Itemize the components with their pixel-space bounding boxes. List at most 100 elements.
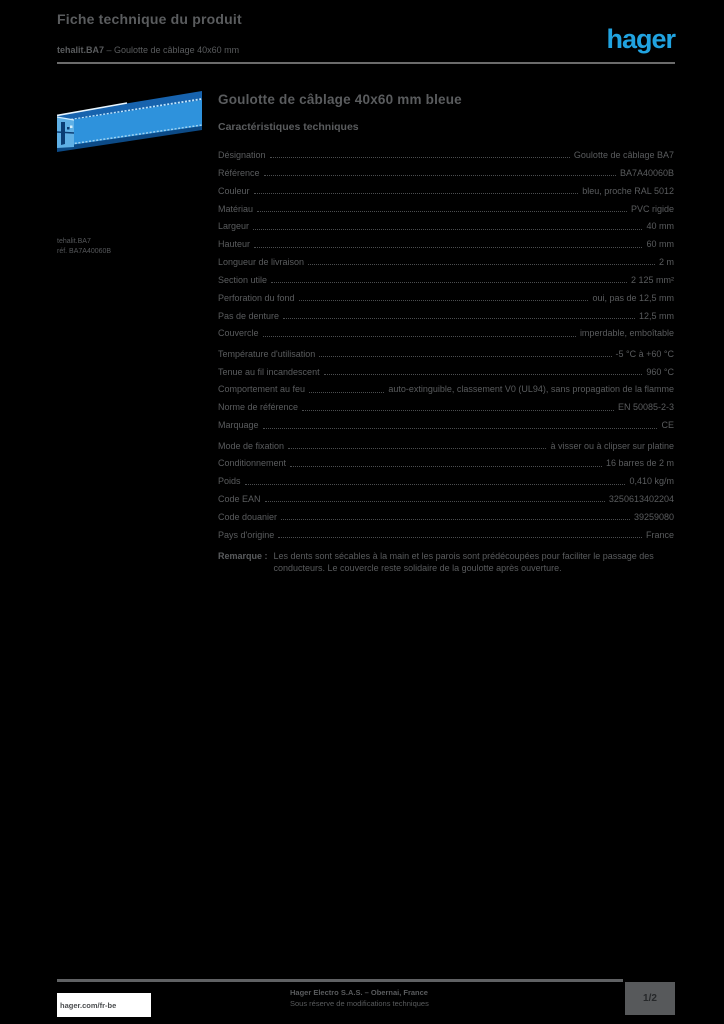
footer-rule <box>57 979 623 982</box>
spec-label: Poids <box>218 476 241 487</box>
spec-row: Matériau PVC rigide <box>218 204 674 214</box>
dotted-leader <box>253 193 579 195</box>
dotted-leader <box>244 483 626 485</box>
spec-value: CE <box>661 420 674 431</box>
spec-label: Matériau <box>218 203 254 214</box>
dotted-leader <box>257 210 627 212</box>
spec-label: Code douanier <box>218 511 278 522</box>
spec-row: Désignation Goulotte de câblage BA7 <box>218 150 674 160</box>
spec-row: Largeur 40 mm <box>218 221 674 231</box>
footer-disclaimer-line: Sous réserve de modifications techniques <box>290 999 429 1008</box>
spec-value: oui, pas de 12,5 mm <box>592 292 674 303</box>
document-subtitle-description: – Goulotte de câblage 40x60 mm <box>104 45 240 55</box>
spec-value: 16 barres de 2 m <box>605 458 674 469</box>
dotted-leader <box>254 246 643 248</box>
spec-row: Pays d'origine France <box>218 530 674 540</box>
spec-row: Référence BA7A40060B <box>218 168 674 178</box>
spec-label: Tenue au fil incandescent <box>218 366 320 377</box>
note-label: Remarque : <box>218 551 268 562</box>
dotted-leader <box>264 501 605 503</box>
dotted-leader <box>269 157 570 159</box>
main-column: Goulotte de câblage 40x60 mm bleue Carac… <box>218 92 674 574</box>
spec-row: Poids 0,410 kg/m <box>218 476 674 486</box>
spec-label: Longueur de livraison <box>218 257 305 268</box>
spec-label: Hauteur <box>218 239 251 250</box>
spec-value: 12,5 mm <box>638 310 674 321</box>
spec-row: Conditionnement 16 barres de 2 m <box>218 458 674 468</box>
section-heading-technical: Caractéristiques techniques <box>218 121 359 133</box>
document-subtitle: tehalit.BA7 – Goulotte de câblage 40x60 … <box>57 45 239 55</box>
spec-label: Section utile <box>218 274 268 285</box>
spec-label: Code EAN <box>218 494 261 505</box>
spec-value: 2 125 mm² <box>630 274 674 285</box>
spec-value: PVC rigide <box>630 203 674 214</box>
header-rule <box>57 62 675 64</box>
spec-value: auto-extinguible, classement V0 (UL94), … <box>388 384 674 395</box>
spec-value: -5 °C à +60 °C <box>615 348 674 359</box>
dotted-leader <box>319 356 612 358</box>
note-block: Remarque : Les dents sont sécables à la … <box>218 550 674 574</box>
spec-value: 2 m <box>658 257 674 268</box>
spec-row: Code douanier 39259080 <box>218 512 674 522</box>
product-caption-line2: réf. BA7A40060B <box>57 248 112 256</box>
spec-row: Perforation du fond oui, pas de 12,5 mm <box>218 293 674 303</box>
dotted-leader <box>262 427 658 429</box>
spec-row: Tenue au fil incandescent 960 °C <box>218 367 674 377</box>
spec-value: BA7A40060B <box>619 167 674 178</box>
spec-value: bleu, proche RAL 5012 <box>582 185 674 196</box>
dotted-leader <box>302 409 614 411</box>
spec-row: Hauteur 60 mm <box>218 239 674 249</box>
dotted-leader <box>281 519 630 521</box>
dotted-leader <box>278 537 642 539</box>
spec-row: Norme de référence EN 50085-2-3 <box>218 402 674 412</box>
spec-group: Désignation Goulotte de câblage BA7 Réfé… <box>218 150 674 339</box>
spec-row: Longueur de livraison 2 m <box>218 257 674 267</box>
spec-group: Température d'utilisation -5 °C à +60 °C… <box>218 349 674 431</box>
dotted-leader <box>308 264 655 266</box>
note-text: Les dents sont sécables à la main et les… <box>273 551 654 574</box>
page-number-badge: 1/2 <box>625 982 675 1015</box>
spec-label: Conditionnement <box>218 458 287 469</box>
spec-value: 0,410 kg/m <box>629 476 674 487</box>
dotted-leader <box>298 300 589 302</box>
dotted-leader <box>283 317 635 319</box>
spec-label: Référence <box>218 167 260 178</box>
spec-label: Couvercle <box>218 328 259 339</box>
spec-label: Largeur <box>218 221 250 232</box>
blue-trunking-illustration <box>56 91 203 152</box>
spec-label: Mode de fixation <box>218 440 285 451</box>
spec-label: Norme de référence <box>218 402 299 413</box>
product-caption-line1: tehalit.BA7 <box>57 238 91 245</box>
website-link-box[interactable]: hager.com/fr-be <box>57 993 151 1017</box>
spec-value: 60 mm <box>646 239 674 250</box>
spec-value: France <box>645 529 674 540</box>
dotted-leader <box>253 228 643 230</box>
hager-logo: hager <box>606 24 676 54</box>
spec-row: Section utile 2 125 mm² <box>218 275 674 285</box>
dotted-leader <box>263 175 616 177</box>
spec-value: à visser ou à clipser sur platine <box>550 440 674 451</box>
spec-value: Goulotte de câblage BA7 <box>573 150 674 160</box>
spec-value: 39259080 <box>633 511 674 522</box>
product-image <box>56 91 203 153</box>
footer-company-line: Hager Electro S.A.S. – Obernai, France <box>290 988 428 997</box>
spec-label: Pays d'origine <box>218 529 275 540</box>
spec-value: EN 50085-2-3 <box>617 402 674 413</box>
spec-label: Perforation du fond <box>218 292 295 303</box>
spec-row: Température d'utilisation -5 °C à +60 °C <box>218 349 674 359</box>
product-title: Goulotte de câblage 40x60 mm bleue <box>218 92 462 107</box>
spec-group: Mode de fixation à visser ou à clipser s… <box>218 441 674 541</box>
website-link[interactable]: hager.com/fr-be <box>60 1000 117 1010</box>
product-caption: tehalit.BA7 réf. BA7A40060B <box>57 237 111 257</box>
spec-value: imperdable, emboîtable <box>579 328 674 339</box>
spec-value: 40 mm <box>646 221 674 232</box>
dotted-leader <box>262 335 576 337</box>
spec-rows: Désignation Goulotte de câblage BA7 Réfé… <box>218 150 674 540</box>
spec-label: Comportement au feu <box>218 384 306 395</box>
spec-value: 960 °C <box>646 366 674 377</box>
dotted-leader <box>309 391 385 393</box>
spec-row: Marquage CE <box>218 420 674 430</box>
spec-label: Pas de denture <box>218 310 280 321</box>
spec-row: Mode de fixation à visser ou à clipser s… <box>218 441 674 451</box>
spec-label: Couleur <box>218 185 250 196</box>
